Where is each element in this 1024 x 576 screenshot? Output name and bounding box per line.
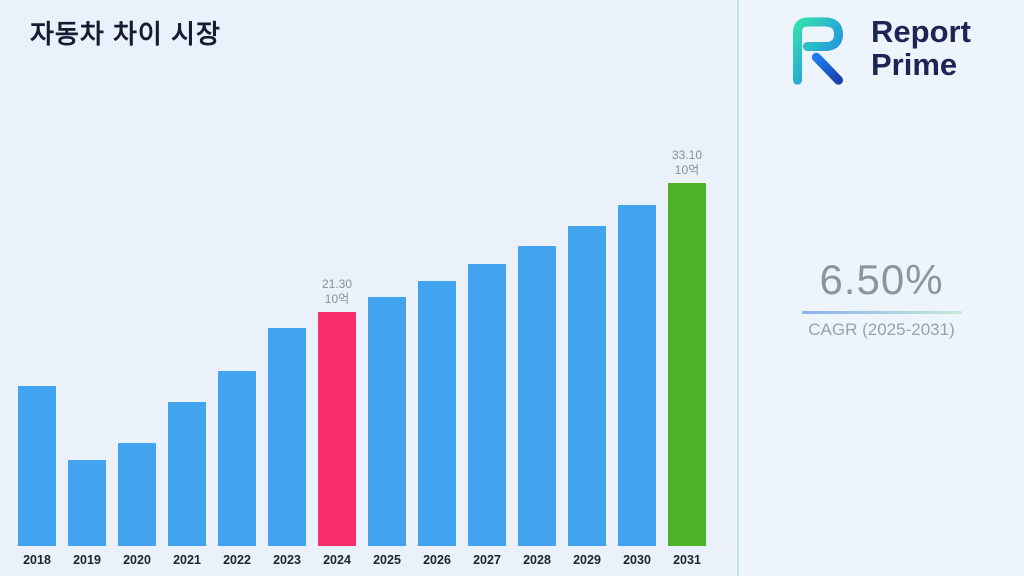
bar-column-2027: 2027 — [468, 264, 506, 568]
bar-year-label-2020: 2020 — [123, 553, 151, 567]
bar-column-2020: 2020 — [118, 443, 156, 568]
bar-column-2024: 21.30 10억 2024 — [318, 277, 356, 568]
bar-year-label-2028: 2028 — [523, 553, 551, 567]
bar-2019 — [68, 460, 106, 546]
bar-value-label-2024: 21.30 10억 — [321, 277, 353, 306]
bar-column-2031: 33.10 10억 2031 — [668, 148, 706, 568]
bar-column-2018: 2018 — [18, 386, 56, 568]
bar-column-2021: 2021 — [168, 402, 206, 568]
bar-value-label-2031: 33.10 10억 — [671, 148, 703, 177]
bar-2030 — [618, 205, 656, 546]
bar-2020 — [118, 443, 156, 546]
bar-2023 — [268, 328, 306, 546]
cagr-underline — [801, 311, 962, 314]
bar-year-label-2030: 2030 — [623, 553, 651, 567]
bar-2029 — [568, 226, 606, 546]
bar-year-label-2021: 2021 — [173, 553, 201, 567]
cagr-label: CAGR (2025-2031) — [808, 320, 955, 339]
bar-column-2029: 2029 — [568, 226, 606, 568]
bar-2024 — [318, 312, 356, 546]
bar-year-label-2023: 2023 — [273, 553, 301, 567]
right-panel: Report Prime 6.50% CAGR (2025-2031) — [737, 0, 1024, 576]
bar-year-label-2022: 2022 — [223, 553, 251, 567]
bar-year-label-2025: 2025 — [373, 553, 401, 567]
bar-2027 — [468, 264, 506, 546]
brand-logo: Report Prime — [777, 8, 971, 90]
cagr-block: 6.50% CAGR (2025-2031) — [739, 256, 1024, 340]
bar-column-2019: 2019 — [68, 460, 106, 568]
bar-column-2023: 2023 — [268, 328, 306, 568]
bar-2025 — [368, 297, 406, 546]
bar-year-label-2018: 2018 — [23, 553, 51, 567]
bar-chart: 2018 2019 2020 2021 2022 2023 21.30 10억 2024 2025… — [18, 148, 706, 568]
bar-2026 — [418, 281, 456, 546]
bar-year-label-2019: 2019 — [73, 553, 101, 567]
bar-2028 — [518, 246, 556, 546]
bar-year-label-2026: 2026 — [423, 553, 451, 567]
report-prime-logo-icon — [792, 17, 844, 85]
bar-2022 — [218, 371, 256, 546]
bar-year-label-2031: 2031 — [673, 553, 701, 567]
brand-name-line2: Prime — [871, 47, 958, 82]
bar-2018 — [18, 386, 56, 546]
bar-column-2030: 2030 — [618, 205, 656, 568]
bar-column-2022: 2022 — [218, 371, 256, 568]
bar-column-2025: 2025 — [368, 297, 406, 568]
chart-title: 자동차 차이 시장 — [30, 19, 221, 49]
brand-name-line1: Report — [871, 14, 971, 50]
bar-year-label-2024: 2024 — [323, 553, 351, 567]
bar-2031 — [668, 183, 706, 546]
brand-name: Report Prime — [871, 14, 971, 82]
bar-year-label-2029: 2029 — [573, 553, 601, 567]
bar-column-2026: 2026 — [418, 281, 456, 568]
bar-year-label-2027: 2027 — [473, 553, 501, 567]
cagr-value: 6.50% — [819, 256, 944, 303]
bar-2021 — [168, 402, 206, 546]
bar-column-2028: 2028 — [518, 246, 556, 568]
